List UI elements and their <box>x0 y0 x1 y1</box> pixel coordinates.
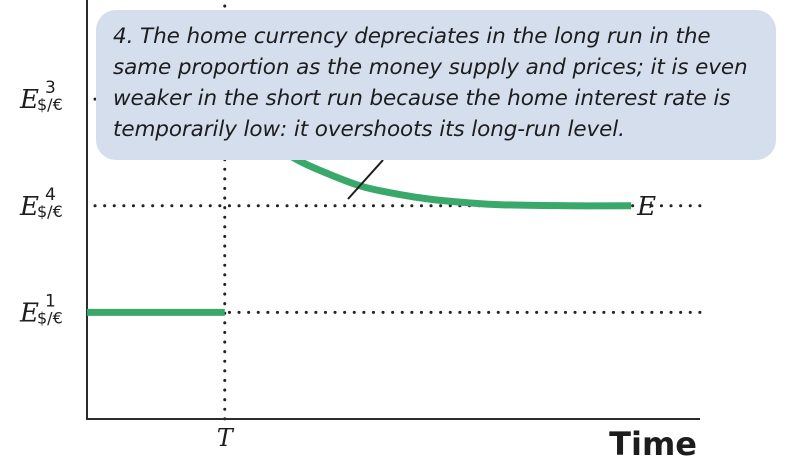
annotation-callout: 4. The home currency depreciates in the … <box>96 10 776 160</box>
series-label-E: E <box>636 192 656 222</box>
y-tick-superscript: 4 <box>45 185 56 205</box>
reference-lines <box>93 4 704 428</box>
y-tick-label-2: E 4$/€ <box>19 185 63 222</box>
annotation-pointer <box>347 159 384 200</box>
annotation-text: 4. The home currency depreciates in the … <box>113 24 748 142</box>
y-tick-symbol: E <box>19 192 39 222</box>
x-tick-label-T: T <box>217 424 235 452</box>
y-tick-subscript: $/€ <box>37 202 63 221</box>
y-tick-superscript: 1 <box>45 291 56 311</box>
y-tick-label-3: E 1$/€ <box>19 291 63 328</box>
y-tick-symbol: E <box>19 85 39 115</box>
y-tick-superscript: 3 <box>45 78 56 98</box>
y-tick-labels: E 3$/€E 4$/€E 1$/€ <box>19 78 63 328</box>
y-tick-symbol: E <box>19 298 39 328</box>
x-axis-label: Time <box>609 425 697 459</box>
y-tick-subscript: $/€ <box>37 95 63 114</box>
y-tick-subscript: $/€ <box>37 308 63 327</box>
y-tick-label-1: E 3$/€ <box>19 78 63 115</box>
